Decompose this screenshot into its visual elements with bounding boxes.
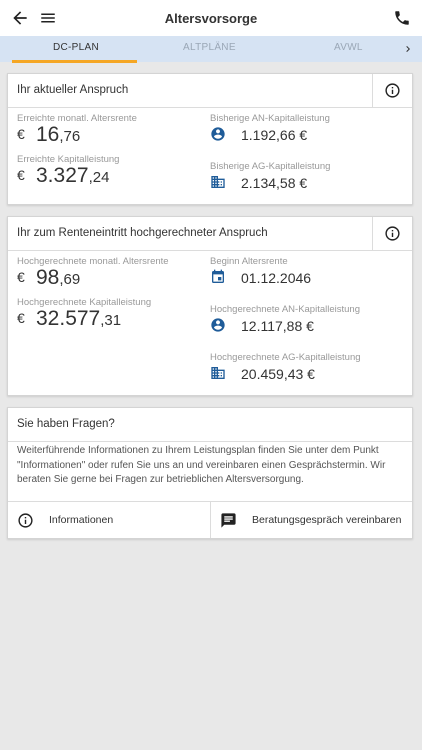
- page-title: Altersvorsorge: [164, 11, 258, 26]
- projected-beginn-label: Beginn Altersrente: [210, 256, 288, 267]
- info-icon: [385, 83, 400, 98]
- back-arrow-icon[interactable]: [10, 8, 30, 28]
- beratungsgespraech-button[interactable]: Beratungsgespräch vereinbaren: [220, 502, 412, 538]
- active-tab-indicator: [12, 60, 137, 63]
- projected-claim-card: Ihr zum Renteneintritt hochgerechneter A…: [7, 216, 413, 396]
- info-icon: [385, 226, 400, 241]
- card-title: Sie haben Fragen?: [17, 418, 115, 430]
- card-title: Ihr aktueller Anspruch: [17, 84, 129, 96]
- person-icon: [211, 127, 225, 141]
- projected-rente-value: 98,69: [36, 266, 81, 289]
- current-rente-value: 16,76: [36, 123, 81, 146]
- beratungsgespraech-button-label: Beratungsgespräch vereinbaren: [252, 514, 402, 526]
- questions-text: Weiterführende Informationen zu Ihrem Le…: [17, 445, 386, 485]
- current-an-value: 1.192,66 €: [241, 127, 308, 143]
- projected-ag-label: Hochgerechnete AG-Kapitalleistung: [210, 352, 361, 363]
- projected-ag-value: 20.459,43 €: [241, 366, 315, 382]
- informationen-button[interactable]: Informationen: [17, 502, 211, 538]
- informationen-button-label: Informationen: [49, 514, 114, 526]
- projected-an-value: 12.117,88 €: [241, 318, 314, 334]
- current-rente-label: Erreichte monatl. Altersrente: [17, 113, 137, 124]
- menu-icon[interactable]: [39, 9, 57, 27]
- tab-bar: DC-PLAN ALTPLÄNE AVWL: [0, 36, 422, 62]
- calendar-icon: [212, 269, 224, 283]
- currency-symbol: €: [17, 269, 25, 285]
- person-icon: [211, 318, 225, 332]
- projected-kapital-label: Hochgerechnete Kapitalleistung: [17, 297, 152, 308]
- currency-symbol: €: [17, 126, 25, 142]
- app-bar: Altersvorsorge: [0, 0, 422, 36]
- tab-avwl[interactable]: AVWL: [334, 42, 363, 53]
- questions-actions: Informationen Beratungsgespräch vereinba…: [8, 501, 412, 538]
- info-button[interactable]: [372, 217, 412, 250]
- projected-beginn-value: 01.12.2046: [241, 270, 312, 286]
- tab-altplaene[interactable]: ALTPLÄNE: [183, 42, 236, 53]
- current-ag-label: Bisherige AG-Kapitalleistung: [210, 161, 331, 172]
- phone-icon[interactable]: [393, 9, 411, 27]
- questions-card: Sie haben Fragen? Weiterführende Informa…: [7, 407, 413, 539]
- current-ag-value: 2.134,58 €: [241, 175, 308, 191]
- tab-dc-plan[interactable]: DC-PLAN: [53, 42, 99, 53]
- building-icon: [211, 367, 225, 379]
- current-an-label: Bisherige AN-Kapitalleistung: [210, 113, 330, 124]
- divider: [210, 502, 211, 538]
- card-title: Ihr zum Renteneintritt hochgerechneter A…: [17, 227, 268, 239]
- building-icon: [211, 176, 225, 188]
- current-kapital-label: Erreichte Kapitalleistung: [17, 154, 120, 165]
- projected-rente-label: Hochgerechnete monatl. Altersrente: [17, 256, 169, 267]
- current-claim-card: Ihr aktueller Anspruch Erreichte monatl.…: [7, 73, 413, 205]
- info-button[interactable]: [372, 74, 412, 107]
- info-icon: [18, 512, 33, 528]
- card-header: Ihr aktueller Anspruch: [8, 74, 412, 108]
- projected-an-label: Hochgerechnete AN-Kapitalleistung: [210, 304, 360, 315]
- card-header: Ihr zum Renteneintritt hochgerechneter A…: [8, 217, 412, 251]
- currency-symbol: €: [17, 310, 25, 326]
- currency-symbol: €: [17, 167, 25, 183]
- chat-icon: [221, 512, 236, 528]
- projected-kapital-value: 32.577,31: [36, 307, 122, 330]
- current-kapital-value: 3.327,24: [36, 164, 110, 187]
- chevron-right-icon[interactable]: [402, 42, 414, 56]
- card-header: Sie haben Fragen?: [8, 408, 412, 442]
